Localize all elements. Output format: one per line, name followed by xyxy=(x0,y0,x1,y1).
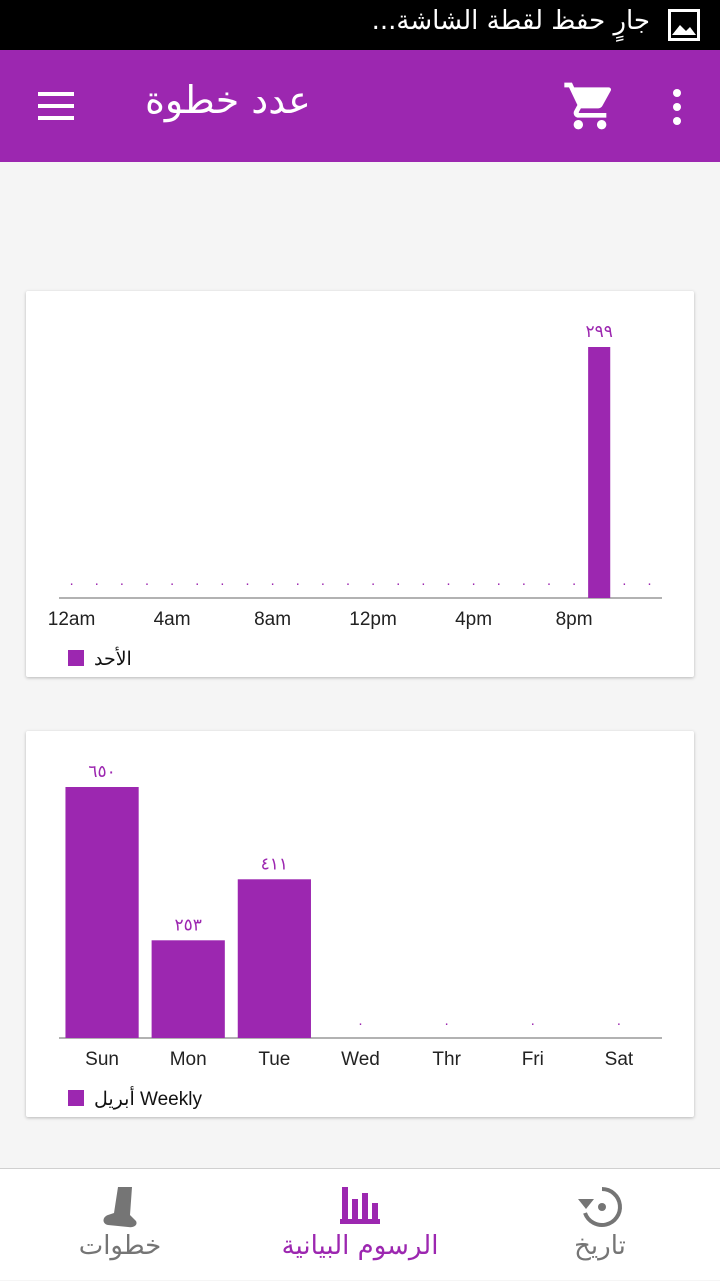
bar-value-label: ٠ xyxy=(169,577,176,592)
x-tick-label: 4pm xyxy=(455,609,492,630)
bar-value-label: ٠ xyxy=(646,577,653,592)
bar-value-label: ٠ xyxy=(470,577,477,592)
bar-value-label: ٠ xyxy=(443,1017,450,1032)
x-tick-label: 8pm xyxy=(556,609,593,630)
legend-label: أبريل Weekly xyxy=(94,1085,202,1110)
bar-value-label: ٠ xyxy=(319,577,326,592)
x-tick-label: 4am xyxy=(154,609,191,630)
bar-chart-icon xyxy=(340,1187,380,1224)
bar-value-label: ٠ xyxy=(571,577,578,592)
app-bar: عدد خطوة xyxy=(0,50,720,162)
legend-swatch xyxy=(68,650,84,666)
bar-value-label: ٠ xyxy=(93,577,100,592)
legend-swatch xyxy=(68,1090,84,1106)
more-vertical-icon[interactable] xyxy=(660,82,694,132)
x-tick-label: Mon xyxy=(170,1049,207,1070)
foot-icon xyxy=(103,1187,137,1228)
legend-label: الأحد xyxy=(94,646,132,670)
bottom-navigation: تاريخ الرسوم البيانية خطوات xyxy=(0,1168,720,1280)
x-tick-label: Sat xyxy=(605,1049,634,1070)
bar-value-label: ٠ xyxy=(269,577,276,592)
bar-value-label: ٢٩٩ xyxy=(585,322,612,342)
bar-value-label: ٠ xyxy=(294,577,301,592)
daily-chart-card: ٠ ٠ ٠ ٠ ٠ ٠ ٠ ٠ ٠ ٠ ٠ ٠ ٠ ٠ ٠ ٠ ٠ ٠ ٠ ٠ ٠ ٢٩٩ ٠ ٠ 12am 4am 8am 12pm… xyxy=(26,291,694,677)
x-tick-label: Tue xyxy=(258,1049,290,1070)
bar-value-label: ٠ xyxy=(615,1017,622,1032)
weekly-steps-chart: ٦٥٠ ٢٥٣ ٤١١ ٠ ٠ ٠ ٠ Sun Mon Tue Wed Thr Fri Sat أبريل … xyxy=(59,762,662,1110)
bar-value-label: ٠ xyxy=(244,577,251,592)
image-icon xyxy=(668,9,700,41)
bar-value-label: ٠ xyxy=(621,577,628,592)
x-tick-label: Thr xyxy=(432,1049,461,1070)
nav-item-steps[interactable]: خطوات xyxy=(50,1169,190,1281)
history-icon xyxy=(578,1187,622,1227)
bar-value-label: ٠ xyxy=(118,577,125,592)
bar-value-label: ٦٥٠ xyxy=(88,762,115,782)
bar-value-label: ٢٥٣ xyxy=(175,915,202,935)
nav-label-history: تاريخ xyxy=(574,1231,626,1261)
bar-value-label: ٠ xyxy=(420,577,427,592)
bar-value-label: ٠ xyxy=(529,1017,536,1032)
nav-label-charts: الرسوم البيانية xyxy=(281,1231,439,1261)
bar-value-label: ٠ xyxy=(194,577,201,592)
status-notification-text: جارٍ حفظ لقطة الشاشة... xyxy=(371,6,650,36)
daily-steps-chart: ٠ ٠ ٠ ٠ ٠ ٠ ٠ ٠ ٠ ٠ ٠ ٠ ٠ ٠ ٠ ٠ ٠ ٠ ٠ ٠ ٠ ٢٩٩ ٠ ٠ 12am 4am 8am 12pm… xyxy=(48,322,662,670)
nav-item-history[interactable]: تاريخ xyxy=(530,1169,670,1281)
bar-value-label: ٠ xyxy=(395,577,402,592)
x-tick-label: 12pm xyxy=(349,609,397,630)
chart-bar xyxy=(65,787,139,1038)
hamburger-menu-icon[interactable] xyxy=(30,84,82,128)
bar-value-label: ٠ xyxy=(68,577,75,592)
bar-value-label: ٠ xyxy=(495,577,502,592)
weekly-chart-card: ٦٥٠ ٢٥٣ ٤١١ ٠ ٠ ٠ ٠ Sun Mon Tue Wed Thr Fri Sat أبريل … xyxy=(26,731,694,1117)
nav-item-charts[interactable]: الرسوم البيانية xyxy=(260,1169,460,1281)
chart-bar xyxy=(237,879,311,1038)
bar-value-label: ٠ xyxy=(219,577,226,592)
app-title: عدد خطوة xyxy=(145,78,311,122)
x-tick-label: Fri xyxy=(522,1049,544,1070)
bar-value-label: ٠ xyxy=(445,577,452,592)
chart-bar xyxy=(151,940,225,1038)
bar-value-label: ٠ xyxy=(357,1017,364,1032)
status-bar: جارٍ حفظ لقطة الشاشة... xyxy=(0,0,720,50)
bar-value-label: ٠ xyxy=(545,577,552,592)
nav-label-steps: خطوات xyxy=(78,1231,162,1261)
bar-value-label: ٠ xyxy=(143,577,150,592)
bar-value-label: ٠ xyxy=(370,577,377,592)
bar-value-label: ٤١١ xyxy=(261,854,288,874)
x-tick-label: Sun xyxy=(85,1049,119,1070)
chart-bar xyxy=(588,347,611,598)
shopping-cart-icon[interactable] xyxy=(562,78,618,134)
bar-value-label: ٠ xyxy=(344,577,351,592)
x-tick-label: Wed xyxy=(341,1049,380,1070)
x-tick-label: 8am xyxy=(254,609,291,630)
bar-value-label: ٠ xyxy=(520,577,527,592)
x-tick-label: 12am xyxy=(48,609,96,630)
